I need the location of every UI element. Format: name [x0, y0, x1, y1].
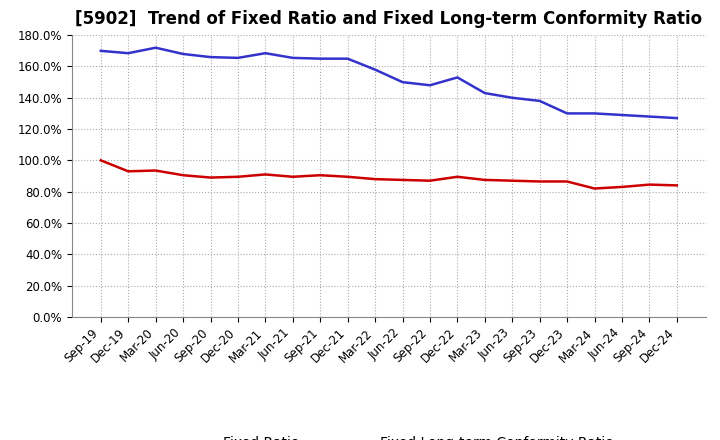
Fixed Ratio — [590, 111, 599, 116]
Fixed Long-term Conformity Ratio — [508, 178, 516, 183]
Fixed Long-term Conformity Ratio — [480, 177, 489, 183]
Fixed Long-term Conformity Ratio — [233, 174, 242, 180]
Fixed Ratio — [289, 55, 297, 61]
Fixed Long-term Conformity Ratio — [618, 184, 626, 190]
Fixed Ratio — [563, 111, 572, 116]
Fixed Long-term Conformity Ratio — [590, 186, 599, 191]
Fixed Long-term Conformity Ratio — [645, 182, 654, 187]
Fixed Ratio — [151, 45, 160, 50]
Fixed Ratio — [645, 114, 654, 119]
Fixed Ratio — [508, 95, 516, 100]
Fixed Ratio — [453, 75, 462, 80]
Fixed Long-term Conformity Ratio — [124, 169, 132, 174]
Fixed Long-term Conformity Ratio — [179, 172, 187, 178]
Line: Fixed Ratio: Fixed Ratio — [101, 48, 677, 118]
Legend: Fixed Ratio, Fixed Long-term Conformity Ratio: Fixed Ratio, Fixed Long-term Conformity … — [158, 431, 619, 440]
Fixed Long-term Conformity Ratio — [343, 174, 352, 180]
Fixed Long-term Conformity Ratio — [289, 174, 297, 180]
Fixed Ratio — [343, 56, 352, 61]
Title: [5902]  Trend of Fixed Ratio and Fixed Long-term Conformity Ratio: [5902] Trend of Fixed Ratio and Fixed Lo… — [75, 10, 703, 28]
Fixed Long-term Conformity Ratio — [426, 178, 434, 183]
Fixed Ratio — [426, 83, 434, 88]
Fixed Ratio — [124, 51, 132, 56]
Line: Fixed Long-term Conformity Ratio: Fixed Long-term Conformity Ratio — [101, 160, 677, 188]
Fixed Ratio — [618, 112, 626, 117]
Fixed Long-term Conformity Ratio — [398, 177, 407, 183]
Fixed Ratio — [233, 55, 242, 61]
Fixed Long-term Conformity Ratio — [536, 179, 544, 184]
Fixed Long-term Conformity Ratio — [261, 172, 270, 177]
Fixed Ratio — [480, 91, 489, 96]
Fixed Ratio — [316, 56, 325, 61]
Fixed Ratio — [398, 80, 407, 85]
Fixed Long-term Conformity Ratio — [371, 176, 379, 182]
Fixed Ratio — [96, 48, 105, 54]
Fixed Long-term Conformity Ratio — [206, 175, 215, 180]
Fixed Ratio — [536, 98, 544, 103]
Fixed Ratio — [261, 51, 270, 56]
Fixed Long-term Conformity Ratio — [672, 183, 681, 188]
Fixed Ratio — [179, 51, 187, 57]
Fixed Long-term Conformity Ratio — [96, 158, 105, 163]
Fixed Ratio — [371, 67, 379, 72]
Fixed Long-term Conformity Ratio — [316, 172, 325, 178]
Fixed Ratio — [206, 55, 215, 60]
Fixed Ratio — [672, 115, 681, 121]
Fixed Long-term Conformity Ratio — [453, 174, 462, 180]
Fixed Long-term Conformity Ratio — [151, 168, 160, 173]
Fixed Long-term Conformity Ratio — [563, 179, 572, 184]
